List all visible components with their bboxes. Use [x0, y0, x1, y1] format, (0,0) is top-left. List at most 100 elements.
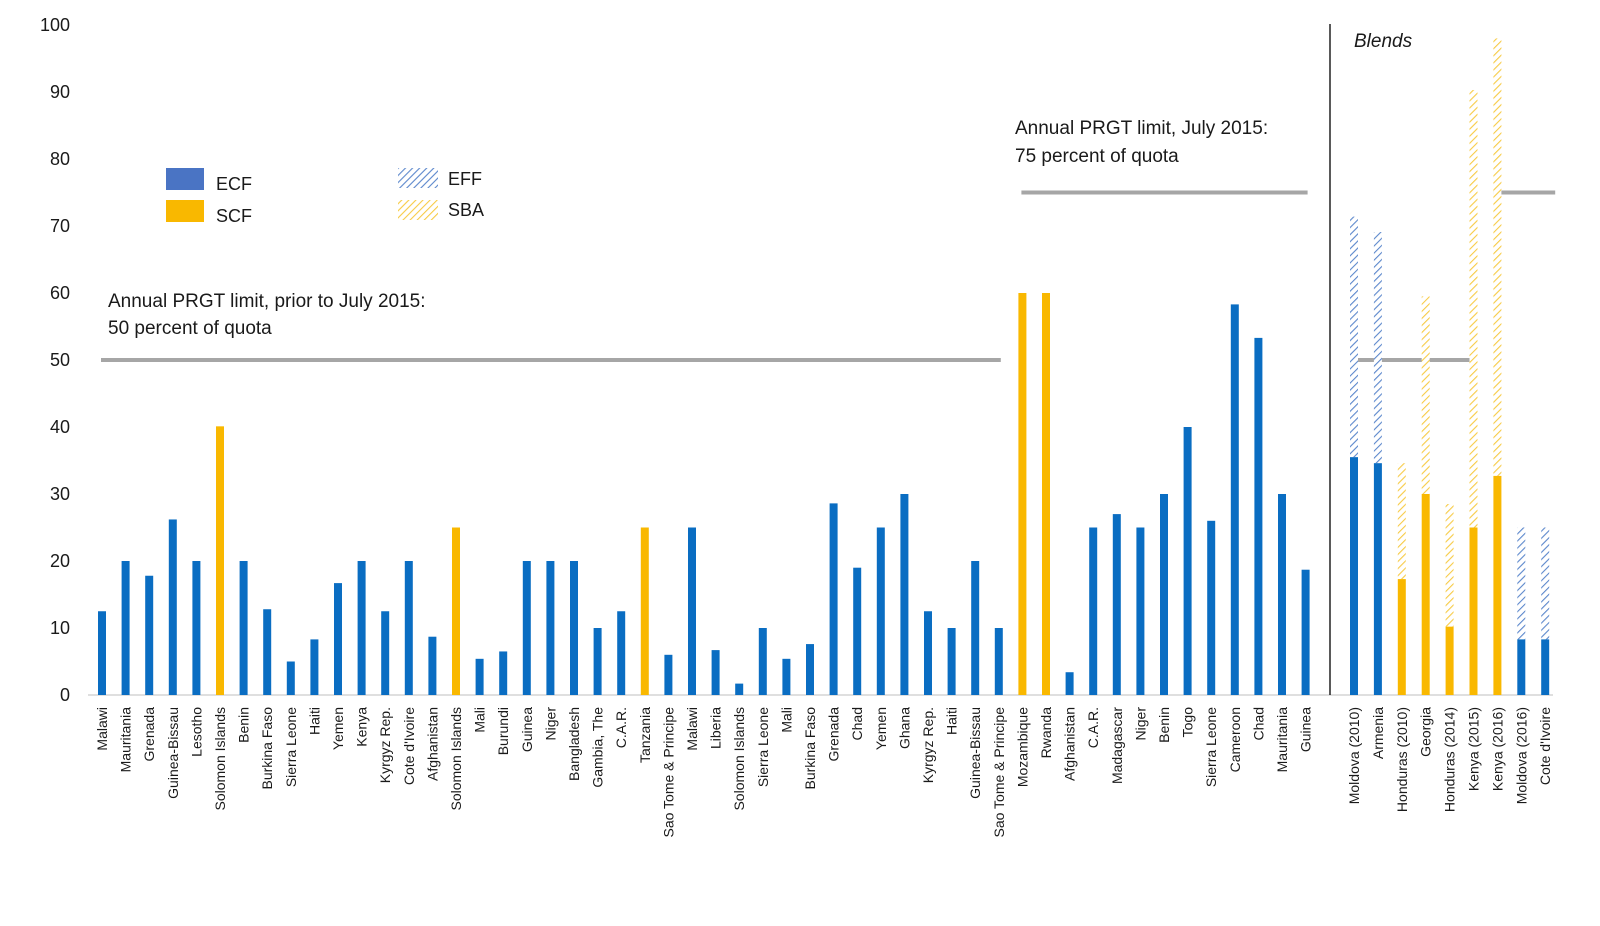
ecf-bar: [924, 611, 932, 695]
ecf-bar: [971, 561, 980, 695]
eff-legend-label: EFF: [448, 169, 482, 189]
limit-prior-line1: Annual PRGT limit, prior to July 2015:: [108, 291, 426, 312]
x-tick-label: Malawi: [94, 707, 110, 751]
ecf-bar: [98, 611, 106, 695]
scf-legend-label: SCF: [216, 206, 252, 226]
sba-bar-segment: [1493, 38, 1502, 476]
scf-bar: [1018, 293, 1027, 695]
x-tick-label: Sierra Leone: [1203, 707, 1219, 787]
ecf-bar: [593, 628, 602, 695]
reference-lines: [101, 190, 1556, 362]
ecf-bar: [1089, 527, 1098, 695]
x-tick-label: Honduras (2014): [1442, 707, 1458, 812]
x-tick-label: Cote d'Ivoire: [1537, 707, 1553, 785]
x-tick-label: Burkina Faso: [259, 707, 275, 790]
ecf-bar: [1160, 494, 1168, 695]
ecf-bar-segment: [1350, 457, 1358, 695]
x-tick-label: Niger: [1132, 707, 1148, 741]
x-tick-label: Burundi: [495, 707, 511, 755]
x-tick-label: Kenya (2016): [1489, 707, 1505, 791]
ecf-bar: [900, 494, 909, 695]
y-tick-label: 40: [50, 417, 70, 437]
ecf-bar: [1112, 514, 1121, 695]
ecf-bar: [475, 658, 484, 695]
ecf-bar: [1136, 527, 1145, 695]
x-tick-label: Grenada: [141, 707, 157, 762]
x-tick-label: Kyrgyz Rep.: [920, 707, 936, 783]
x-tick-label: Chad: [849, 707, 865, 740]
x-tick-label: Mauritania: [118, 707, 134, 773]
x-tick-label: Gambia, The: [590, 707, 606, 788]
y-tick-label: 20: [50, 551, 70, 571]
ecf-bar: [829, 503, 838, 695]
blends-label: Blends: [1354, 31, 1413, 52]
x-tick-label: Liberia: [708, 707, 724, 749]
sba-legend-swatch: [398, 200, 438, 220]
y-tick-label: 50: [50, 350, 70, 370]
ecf-bar: [428, 636, 437, 695]
x-tick-label: Niger: [542, 707, 558, 741]
y-tick-label: 100: [40, 15, 70, 35]
x-tick-label: Mali: [778, 707, 794, 733]
limit-2015-line1: Annual PRGT limit, July 2015:: [1015, 118, 1268, 139]
ecf-bar: [239, 561, 248, 695]
sba-bar-segment: [1421, 296, 1430, 494]
x-tick-label: Mozambique: [1014, 707, 1030, 787]
ecf-bar: [876, 527, 885, 695]
y-tick-label: 30: [50, 484, 70, 504]
x-tick-label: Haiti: [944, 707, 960, 735]
scf-bar: [1042, 293, 1050, 695]
ecf-bar: [994, 628, 1003, 695]
x-tick-label: Bangladesh: [566, 707, 582, 781]
x-tick-label: Yemen: [873, 707, 889, 750]
y-tick-label: 10: [50, 618, 70, 638]
annotations: Annual PRGT limit, prior to July 2015: 5…: [108, 31, 1413, 339]
scf-bar-segment: [1493, 475, 1502, 695]
x-tick-label: Solomon Islands: [212, 707, 228, 811]
bars: [98, 38, 1550, 695]
ecf-bar: [1207, 520, 1216, 695]
legend: ECF SCF EFF SBA: [166, 168, 484, 226]
scf-bar: [452, 527, 460, 695]
x-tick-label: Yemen: [330, 707, 346, 750]
ecf-bar: [286, 661, 295, 695]
x-tick-label: Mali: [472, 707, 488, 733]
x-tick-label: Moldova (2016): [1513, 707, 1529, 804]
x-tick-label: Grenada: [826, 707, 842, 762]
limit-2015-line2: 75 percent of quota: [1015, 146, 1179, 167]
x-tick-label: Kenya: [354, 707, 370, 747]
ecf-bar: [263, 609, 272, 695]
eff-bar-segment: [1517, 527, 1526, 640]
x-tick-label: Sao Tome & Principe: [660, 707, 676, 838]
ecf-legend-swatch: [166, 168, 204, 190]
scf-bar: [640, 527, 649, 695]
x-tick-label: Benin: [1156, 707, 1172, 743]
scf-bar-segment: [1421, 494, 1430, 695]
ecf-bar: [168, 519, 177, 695]
x-tick-label: Madagascar: [1109, 707, 1125, 784]
x-tick-label: Ghana: [896, 707, 912, 749]
ecf-bar: [310, 639, 319, 695]
ecf-bar: [688, 527, 696, 695]
sba-bar-segment: [1469, 89, 1478, 528]
x-tick-label: Guinea-Bissau: [165, 707, 181, 799]
ecf-bar: [522, 561, 531, 695]
ecf-bar: [1254, 337, 1263, 695]
ecf-bar-segment: [1541, 639, 1550, 695]
x-axis-labels: Malawi Mauritania Grenada Guinea-Bissau Leso…: [94, 707, 1553, 838]
x-tick-label: Guinea: [1298, 707, 1314, 752]
x-tick-label: Guinea-Bissau: [967, 707, 983, 799]
ecf-bar-segment: [1517, 639, 1526, 695]
x-tick-label: Afghanistan: [424, 707, 440, 781]
eff-bar-segment: [1373, 232, 1382, 464]
ecf-bar: [1230, 304, 1239, 695]
ecf-bar: [1301, 569, 1310, 695]
x-tick-label: Honduras (2010): [1394, 707, 1410, 812]
ecf-bar: [192, 561, 201, 695]
ecf-bar: [357, 561, 366, 695]
ecf-bar: [499, 651, 508, 695]
ecf-bar: [806, 644, 814, 695]
ecf-bar: [1183, 427, 1192, 695]
